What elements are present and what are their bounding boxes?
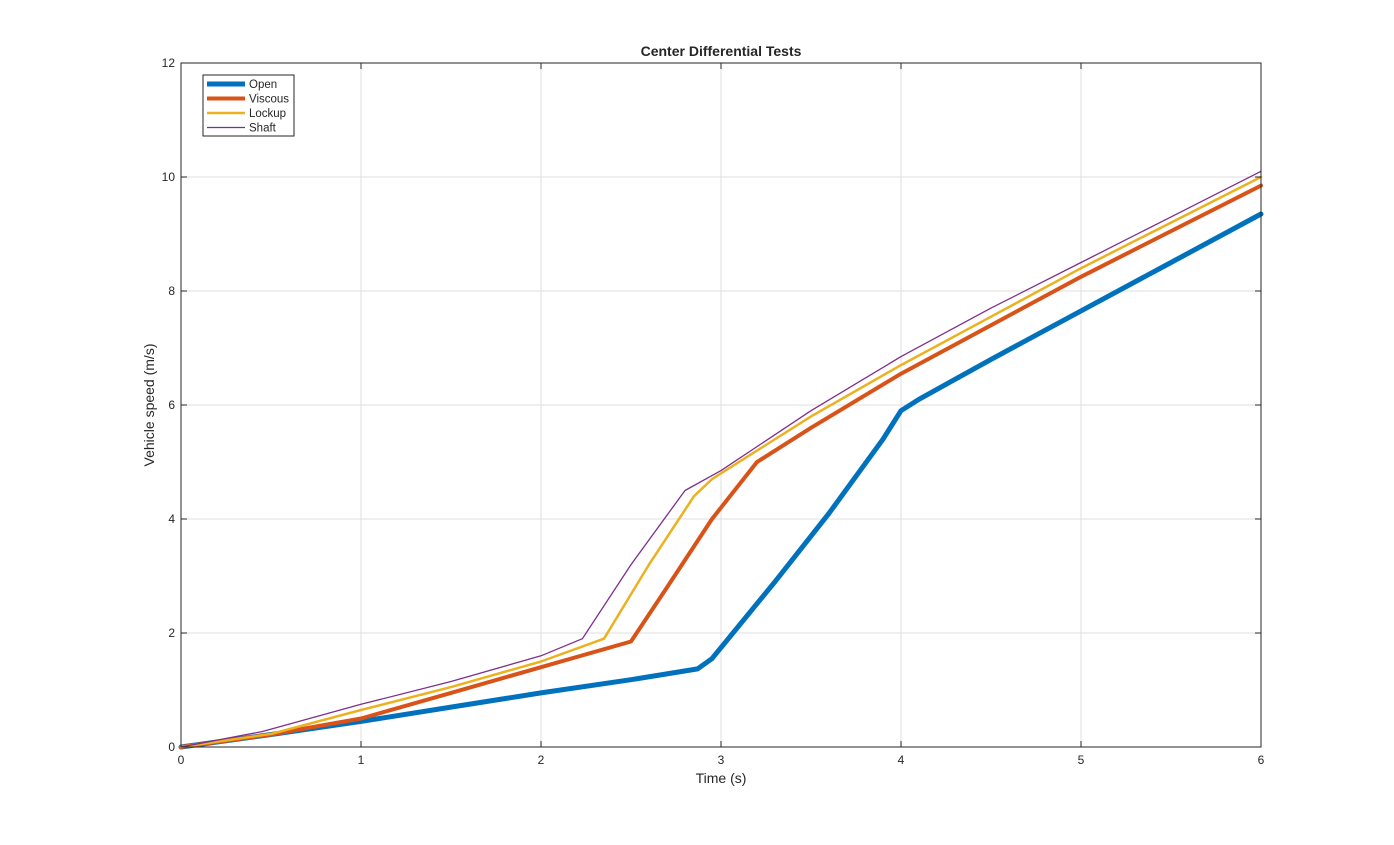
- x-tick-label: 1: [358, 753, 365, 767]
- legend: Open Viscous Lockup Shaft: [202, 74, 295, 137]
- y-axis-label: Vehicle speed (m/s): [141, 344, 157, 467]
- x-tick-label: 3: [718, 753, 725, 767]
- y-tick-label: 0: [168, 740, 175, 754]
- y-tick-label: 8: [168, 284, 175, 298]
- x-tick-label: 5: [1078, 753, 1085, 767]
- y-tick-label: 6: [168, 398, 175, 412]
- y-tick-label: 10: [162, 170, 176, 184]
- legend-label-shaft: Shaft: [249, 123, 277, 135]
- legend-label-open: Open: [249, 79, 277, 91]
- x-tick-label: 4: [898, 753, 905, 767]
- series-line-viscous: [179, 183, 1263, 749]
- legend-label-viscous: Viscous: [249, 94, 289, 106]
- chart-title: Center Differential Tests: [641, 43, 802, 59]
- y-tick-label: 12: [162, 56, 176, 70]
- y-tick-label: 4: [168, 512, 175, 526]
- x-tick-label: 6: [1258, 753, 1265, 767]
- series-line-open: [178, 211, 1264, 750]
- legend-label-lockup: Lockup: [249, 108, 286, 120]
- y-tick-label: 2: [168, 626, 175, 640]
- series-line-shaft: [180, 170, 1262, 748]
- series-layer: [178, 170, 1264, 750]
- x-tick-label: 2: [538, 753, 545, 767]
- x-tick-label: 0: [178, 753, 185, 767]
- series-line-lockup: [179, 175, 1263, 749]
- x-axis-label: Time (s): [696, 770, 747, 786]
